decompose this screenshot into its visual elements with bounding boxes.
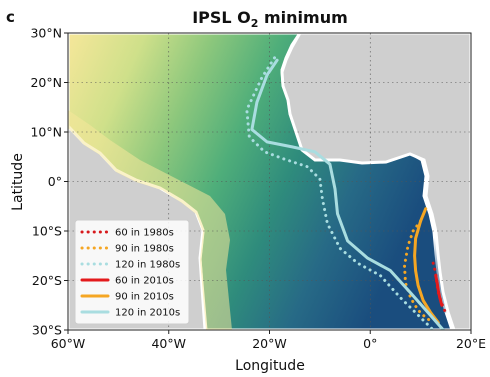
legend-label: 60 in 1980s — [115, 228, 174, 239]
y-tick-label: 10°N — [30, 125, 62, 140]
y-tick-label: 20°N — [30, 75, 62, 90]
x-tick-label: 0° — [363, 336, 377, 351]
legend-label: 90 in 1980s — [115, 244, 174, 255]
series-line-5 — [250, 58, 445, 330]
legend-label: 120 in 1980s — [115, 260, 180, 271]
chart-title-main: IPSL O — [192, 8, 251, 27]
y-axis-label: Latitude — [10, 153, 26, 211]
legend-label: 120 in 2010s — [115, 308, 180, 319]
y-tick-label: 0° — [48, 174, 62, 189]
x-tick-label: 40°W — [151, 336, 186, 351]
series-line-1 — [403, 219, 435, 325]
series-line-3 — [434, 274, 444, 307]
chart-title: IPSL O2 minimum — [192, 8, 348, 30]
chart-title-sub: 2 — [251, 17, 259, 30]
series-layer — [245, 56, 448, 330]
y-tick-label: 30°S — [32, 323, 62, 338]
y-axis-ticks: 30°N 20°N 10°N 0° 10°S 20°S 30°S — [30, 26, 68, 338]
legend-label: 60 in 2010s — [115, 276, 174, 287]
x-tick-label: 20°W — [252, 336, 287, 351]
series-line-2 — [245, 56, 435, 330]
legend-box — [74, 219, 190, 325]
y-tick-label: 30°N — [30, 26, 62, 41]
x-axis-label: Longitude — [235, 358, 305, 374]
chart-title-rest: minimum — [258, 8, 347, 27]
x-axis-ticks: 60°W 40°W 20°W 0° 20°E — [51, 330, 486, 351]
x-tick-label: 60°W — [51, 336, 86, 351]
legend-label: 90 in 2010s — [115, 292, 174, 303]
x-tick-label: 20°E — [456, 336, 486, 351]
panel-label: c — [6, 8, 15, 26]
series-line-4 — [413, 207, 440, 325]
coastal-high-o2-band — [68, 110, 232, 330]
legend: 60 in 1980s 90 in 1980s 120 in 1980s 60 in … — [74, 219, 190, 325]
y-tick-label: 10°S — [32, 224, 62, 239]
africa-land — [280, 33, 471, 330]
y-tick-label: 20°S — [32, 273, 62, 288]
